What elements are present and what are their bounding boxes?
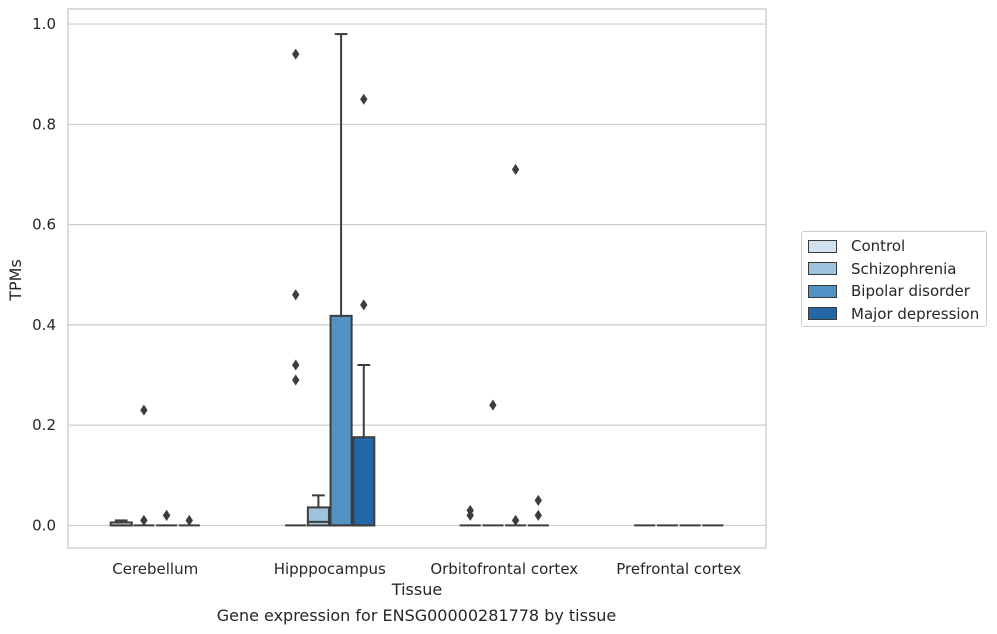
- y-tick-label: 0.2: [32, 416, 56, 434]
- box-major-depression: [352, 93, 376, 527]
- legend-swatch: [808, 239, 837, 253]
- legend-label: Schizophrenia: [851, 259, 957, 278]
- grid-lines: [68, 23, 766, 527]
- legend-label: Bipolar disorder: [851, 282, 970, 301]
- box-bipolar-disorder: [329, 33, 353, 527]
- outlier-point: [511, 514, 520, 526]
- legend-item: Schizophrenia: [808, 258, 986, 281]
- x-tick-label: Prefrontal cortex: [616, 560, 741, 578]
- y-tick-label: 0.8: [32, 115, 56, 133]
- chart-caption: Gene expression for ENSG00000281778 by t…: [216, 606, 617, 625]
- box-schizophrenia: [306, 494, 330, 527]
- y-tick-label: 1.0: [32, 15, 56, 33]
- legend-label: Control: [851, 237, 906, 256]
- legend-swatch: [808, 307, 837, 321]
- x-tick-label: Hipppocampus: [274, 560, 386, 578]
- outlier-point: [292, 374, 300, 386]
- x-axis-title: Tissue: [391, 580, 442, 599]
- legend-item: Major depression: [808, 303, 986, 326]
- box-body: [306, 506, 330, 527]
- outlier-point: [292, 289, 300, 301]
- y-axis-title: TPMs: [6, 259, 25, 302]
- box-body: [329, 314, 353, 527]
- x-tick-label: Cerebellum: [112, 560, 198, 578]
- box-plot-marks: [109, 33, 724, 527]
- box-body: [352, 436, 376, 527]
- box-major-depression: [178, 514, 200, 527]
- outlier-point: [140, 404, 148, 416]
- outlier-point: [360, 299, 368, 311]
- outlier-point: [140, 514, 148, 526]
- box-control: [459, 504, 481, 527]
- box-bipolar-disorder: [156, 509, 178, 527]
- x-tick-label: Orbitofrontal cortex: [430, 560, 578, 578]
- legend-swatch: [808, 262, 837, 276]
- legend-swatch: [808, 284, 837, 298]
- outlier-point: [292, 359, 300, 371]
- legend-item: Bipolar disorder: [808, 280, 986, 303]
- box-bipolar-disorder: [505, 163, 527, 527]
- y-tick-label: 0.4: [32, 316, 56, 334]
- box-schizophrenia: [133, 404, 155, 527]
- legend-label: Major depression: [851, 304, 980, 323]
- y-tick-label: 0.0: [32, 516, 56, 534]
- outlier-point: [534, 509, 542, 521]
- outlier-point: [534, 494, 542, 506]
- legend: Control Schizophrenia Bipolar disorder Majo…: [801, 231, 987, 327]
- box-major-depression: [527, 494, 549, 527]
- outlier-point: [489, 399, 497, 411]
- y-tick-label: 0.6: [32, 216, 56, 234]
- box-schizophrenia: [482, 399, 504, 527]
- box-control: [109, 519, 133, 527]
- outlier-point: [466, 509, 474, 521]
- outlier-point: [185, 514, 193, 526]
- axes: 0.0 0.2 0.4 0.6 0.8 1.0 Cerebellum Hipppocampus…: [32, 8, 767, 578]
- outlier-point: [162, 509, 171, 521]
- plot-frame: [67, 8, 767, 549]
- box-control: [285, 48, 307, 527]
- legend-item: Control: [808, 235, 986, 258]
- outlier-point: [511, 163, 520, 175]
- outlier-point: [292, 48, 300, 60]
- outlier-point: [360, 93, 368, 105]
